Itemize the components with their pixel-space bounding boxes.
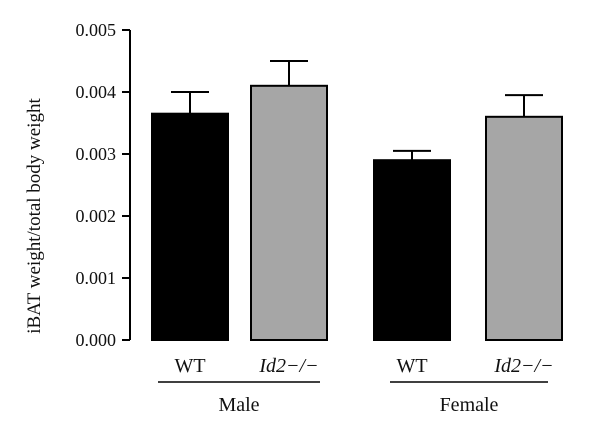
bar-male-wt xyxy=(151,112,229,341)
group-label-male: Male xyxy=(218,394,259,416)
y-tick-label: 0.002 xyxy=(76,206,117,226)
y-tick-label: 0.005 xyxy=(76,20,117,40)
x-category-label: WT xyxy=(396,355,427,377)
x-category-label: WT xyxy=(174,355,205,377)
y-tick-label: 0.001 xyxy=(76,268,117,288)
y-tick-label: 0.000 xyxy=(76,330,117,350)
x-category-label: Id2−/− xyxy=(258,355,318,377)
y-tick-label: 0.004 xyxy=(76,82,117,102)
bar-male-id2-ko xyxy=(250,84,328,341)
y-axis-title: iBAT weight/total body weight xyxy=(24,98,45,334)
plot-area: 0.000 0.001 0.002 0.003 0.004 0.005 WT Id2−/− WT… xyxy=(76,20,563,416)
bar-female-wt xyxy=(373,159,451,341)
group-label-female: Female xyxy=(440,394,499,416)
y-tick-label: 0.003 xyxy=(76,144,117,164)
bar-female-id2-ko xyxy=(485,115,563,341)
x-category-label: Id2−/− xyxy=(493,355,553,377)
